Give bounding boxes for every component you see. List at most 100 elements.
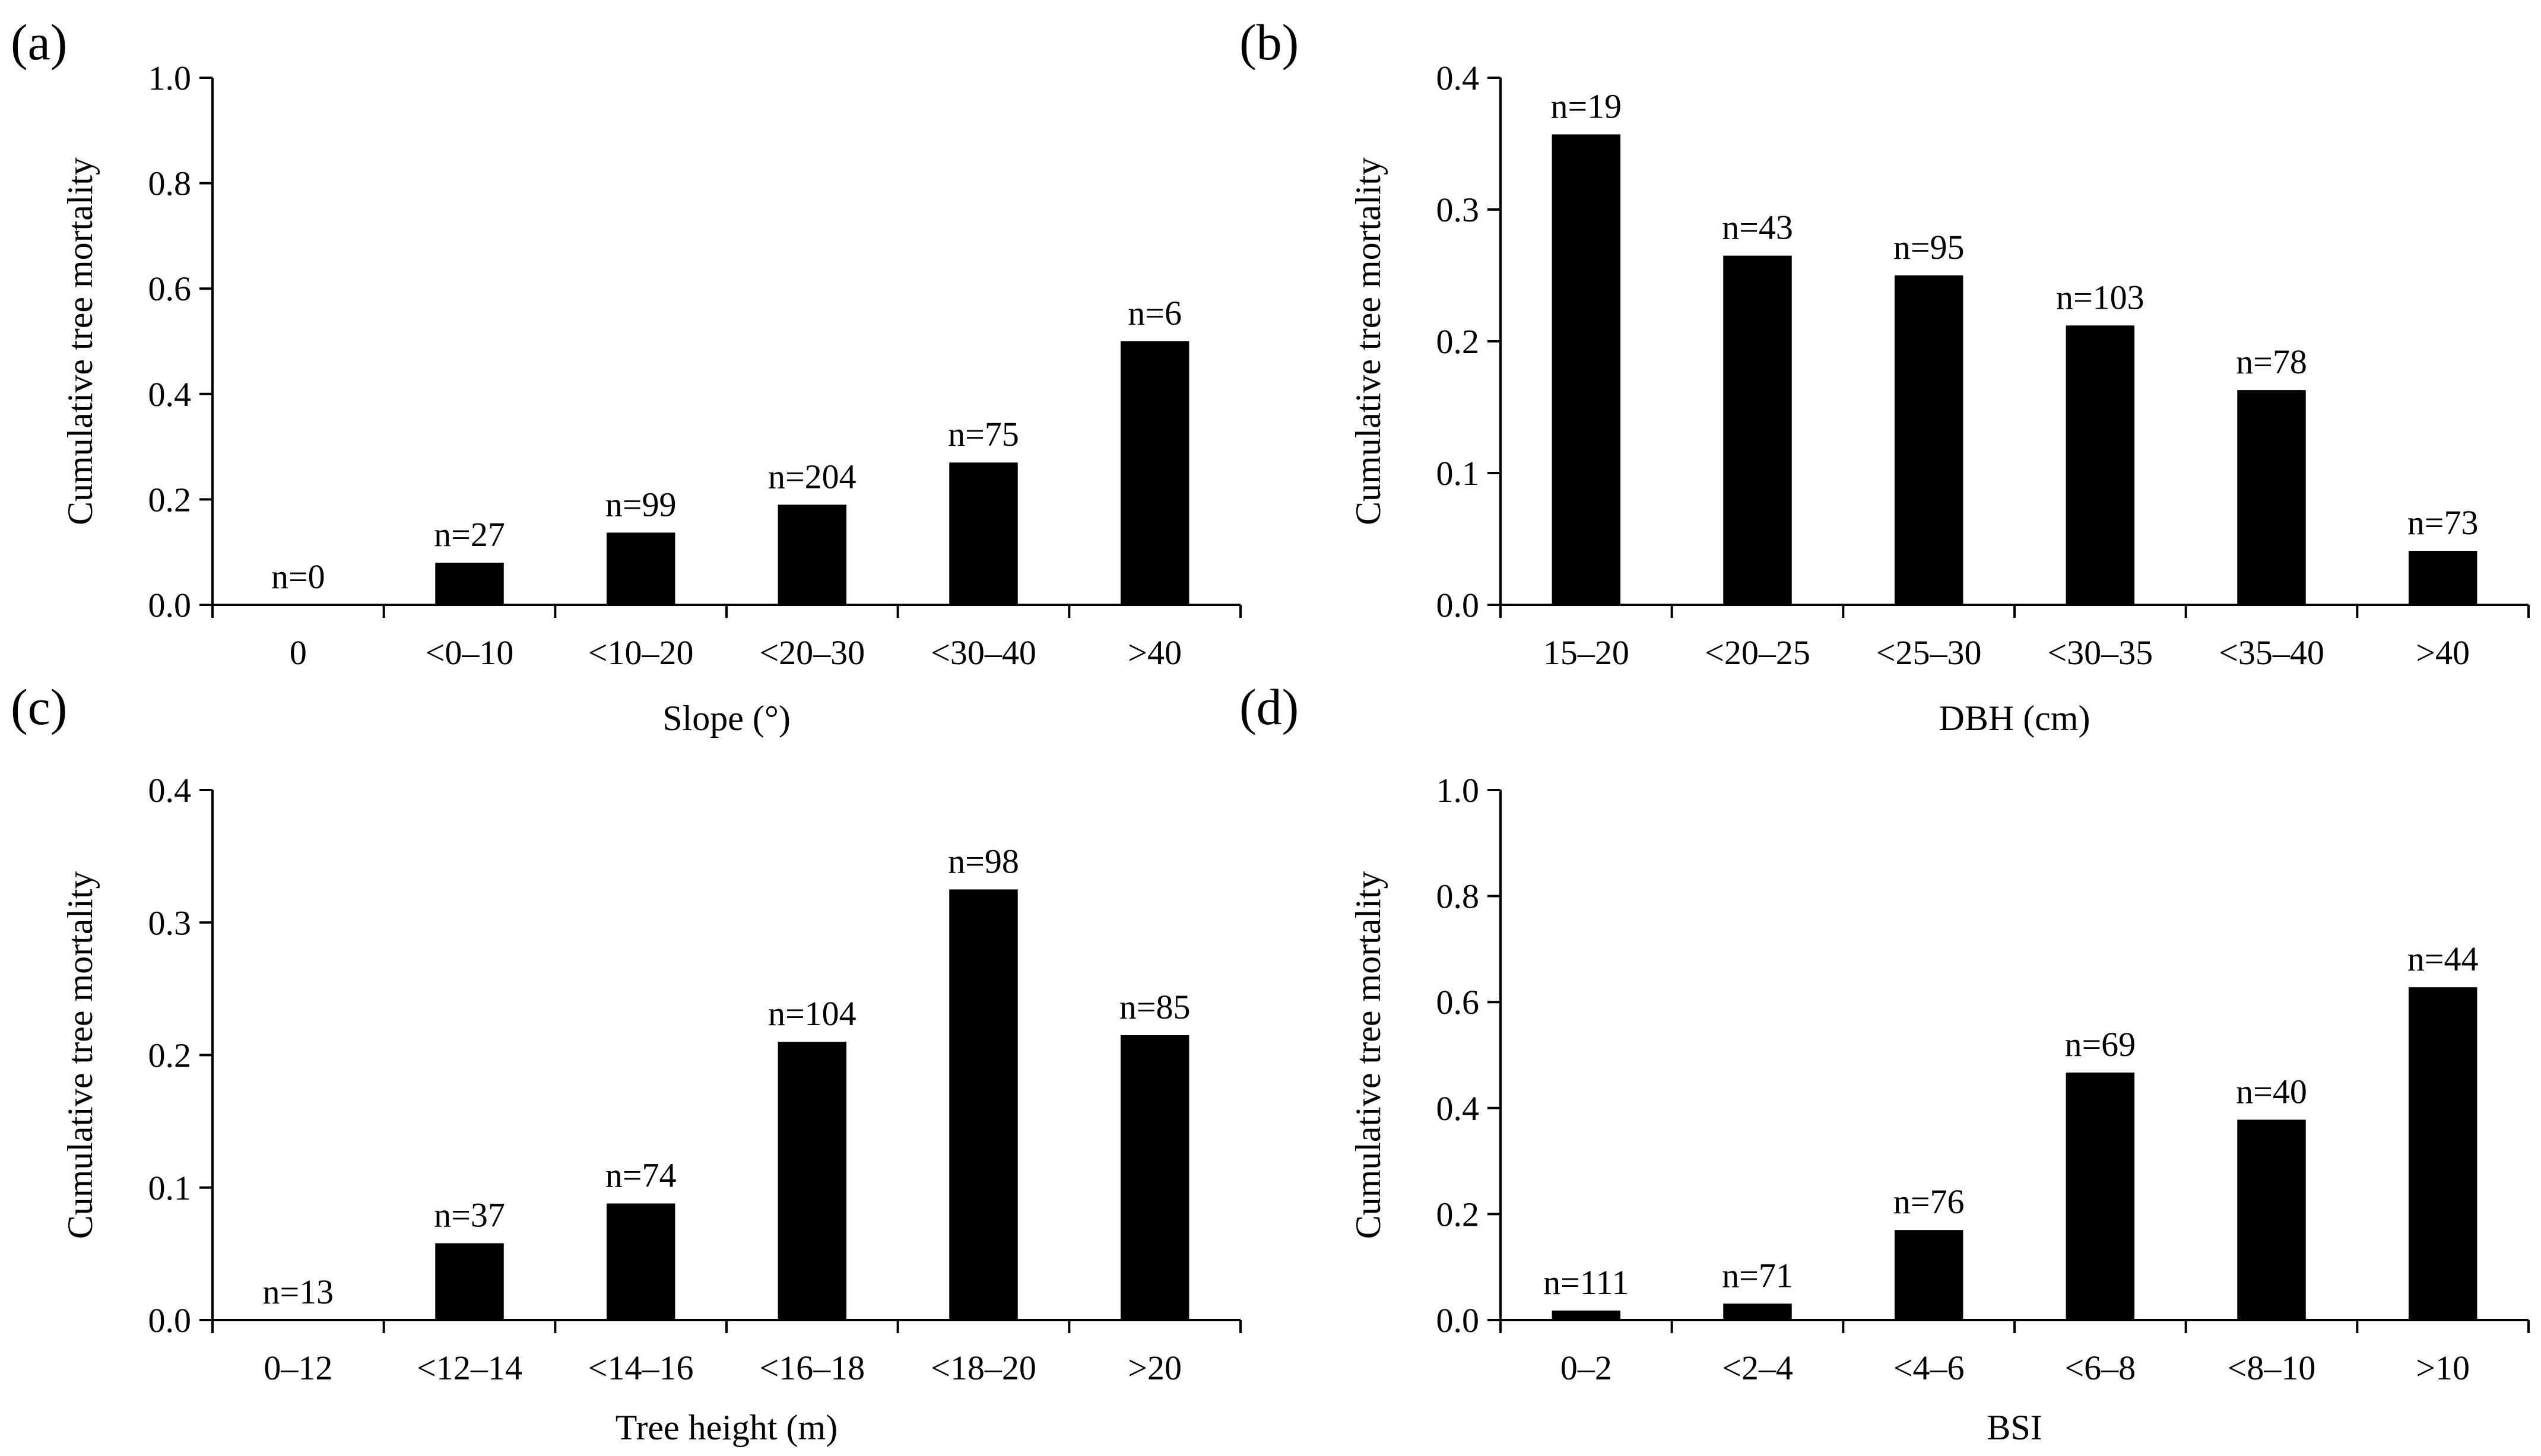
n-label: n=95 — [1893, 228, 1965, 267]
x-tick-label: <20–25 — [1705, 633, 1810, 672]
y-axis-title: Cumulative tree mortality — [61, 157, 100, 525]
x-tick-label: <12–14 — [417, 1349, 522, 1387]
bar — [435, 562, 504, 605]
n-label: n=78 — [2236, 342, 2307, 381]
x-tick-label: >40 — [1128, 633, 1182, 672]
x-tick-label: <8–10 — [2228, 1349, 2316, 1387]
x-axis-title: BSI — [1987, 1408, 2042, 1447]
y-tick-label: 0.1 — [1436, 454, 1480, 493]
x-tick-label: <20–30 — [759, 633, 865, 672]
y-tick-label: 0.6 — [1436, 983, 1480, 1022]
y-tick-label: 0.4 — [148, 771, 192, 810]
n-label: n=27 — [434, 515, 505, 554]
panel-letter: (c) — [11, 678, 67, 735]
y-tick-label: 0.0 — [148, 1301, 192, 1340]
n-label: n=99 — [605, 485, 677, 524]
n-label: n=13 — [262, 1273, 334, 1311]
n-label: n=6 — [1128, 294, 1182, 332]
y-tick-label: 0.2 — [1436, 1195, 1480, 1233]
x-tick-label: 15–20 — [1543, 633, 1629, 672]
n-label: n=75 — [948, 415, 1019, 453]
bar — [2066, 325, 2135, 605]
x-tick-label: <0–10 — [426, 633, 514, 672]
bar — [1120, 341, 1189, 605]
y-tick-label: 0.2 — [1436, 322, 1480, 361]
bar — [435, 1243, 504, 1320]
y-axis-title: Cumulative tree mortality — [1349, 871, 1388, 1239]
y-tick-label: 0.4 — [1436, 1089, 1480, 1128]
bar — [2237, 390, 2306, 605]
x-tick-label: >20 — [1128, 1349, 1182, 1387]
chart-panel-0: (a) 0.0 0.2 0.4 0.6 0.8 1.0 Cumulative tree mor… — [11, 14, 1242, 738]
bar — [1723, 1303, 1792, 1320]
y-tick-label: 0.0 — [148, 586, 192, 624]
n-label: n=103 — [2056, 278, 2145, 316]
bar — [1552, 1310, 1621, 1320]
n-label: n=73 — [2407, 503, 2479, 542]
n-label: n=44 — [2407, 940, 2479, 978]
y-tick-label: 0.0 — [1436, 1301, 1480, 1340]
bar — [606, 1203, 675, 1320]
y-tick-label: 0.4 — [1436, 59, 1480, 97]
x-tick-label: <30–40 — [931, 633, 1036, 672]
x-tick-label: <18–20 — [931, 1349, 1036, 1387]
n-label: n=0 — [271, 557, 325, 596]
n-label: n=76 — [1893, 1182, 1965, 1221]
n-label: n=40 — [2236, 1072, 2307, 1111]
chart-panel-1: (b) 0.0 0.1 0.2 0.3 0.4 Cumulative tree mortal… — [1239, 14, 2530, 738]
bar — [2408, 987, 2477, 1320]
x-tick-label: <30–35 — [2047, 633, 2153, 672]
n-label: n=104 — [768, 994, 856, 1033]
bar — [606, 532, 675, 605]
n-label: n=85 — [1119, 988, 1191, 1026]
x-tick-label: <10–20 — [588, 633, 694, 672]
y-tick-label: 0.3 — [148, 903, 192, 942]
n-label: n=43 — [1722, 208, 1793, 247]
x-axis-title: Slope (°) — [662, 699, 791, 738]
y-tick-label: 0.1 — [148, 1169, 192, 1207]
bar — [1894, 275, 1963, 605]
y-tick-label: 0.8 — [148, 164, 192, 203]
x-axis-title: DBH (cm) — [1939, 699, 2090, 738]
panel-letter: (a) — [11, 14, 67, 71]
n-label: n=98 — [948, 842, 1019, 880]
n-label: n=37 — [434, 1196, 505, 1235]
chart-panel-3: (d) 0.0 0.2 0.4 0.6 0.8 1.0 Cumulative tree mor… — [1239, 678, 2530, 1447]
x-tick-label: <2–4 — [1722, 1349, 1793, 1387]
n-label: n=74 — [605, 1156, 677, 1195]
bar — [778, 505, 847, 605]
bar — [2066, 1072, 2135, 1320]
y-tick-label: 0.8 — [1436, 877, 1480, 916]
n-label: n=71 — [1722, 1256, 1793, 1295]
y-axis-title: Cumulative tree mortality — [1349, 157, 1388, 525]
x-tick-label: >40 — [2416, 633, 2470, 672]
x-tick-label: <14–16 — [588, 1349, 694, 1387]
bar — [2408, 550, 2477, 605]
x-tick-label: <25–30 — [1876, 633, 1982, 672]
bar — [949, 889, 1018, 1320]
x-tick-label: <35–40 — [2219, 633, 2324, 672]
bar — [1120, 1035, 1189, 1320]
x-tick-label: <16–18 — [759, 1349, 865, 1387]
y-tick-label: 0.4 — [148, 375, 192, 414]
y-tick-label: 0.2 — [148, 1036, 192, 1075]
n-label: n=69 — [2064, 1025, 2136, 1064]
x-tick-label: <4–6 — [1893, 1349, 1965, 1387]
x-tick-label: 0–12 — [264, 1349, 332, 1387]
bar — [1552, 134, 1621, 605]
y-tick-label: 1.0 — [148, 59, 192, 97]
x-tick-label: 0 — [290, 633, 307, 672]
x-tick-label: 0–2 — [1560, 1349, 1612, 1387]
y-tick-label: 0.2 — [148, 480, 192, 519]
x-tick-label: >10 — [2416, 1349, 2470, 1387]
bar — [778, 1042, 847, 1320]
n-label: n=204 — [768, 457, 856, 496]
y-tick-label: 0.0 — [1436, 586, 1480, 624]
y-tick-label: 0.3 — [1436, 191, 1480, 229]
x-axis-title: Tree height (m) — [616, 1408, 838, 1447]
n-label: n=19 — [1550, 87, 1622, 125]
bar — [1894, 1230, 1963, 1320]
y-tick-label: 0.6 — [148, 269, 192, 308]
y-axis-title: Cumulative tree mortality — [61, 871, 100, 1239]
panel-letter: (d) — [1239, 678, 1299, 735]
